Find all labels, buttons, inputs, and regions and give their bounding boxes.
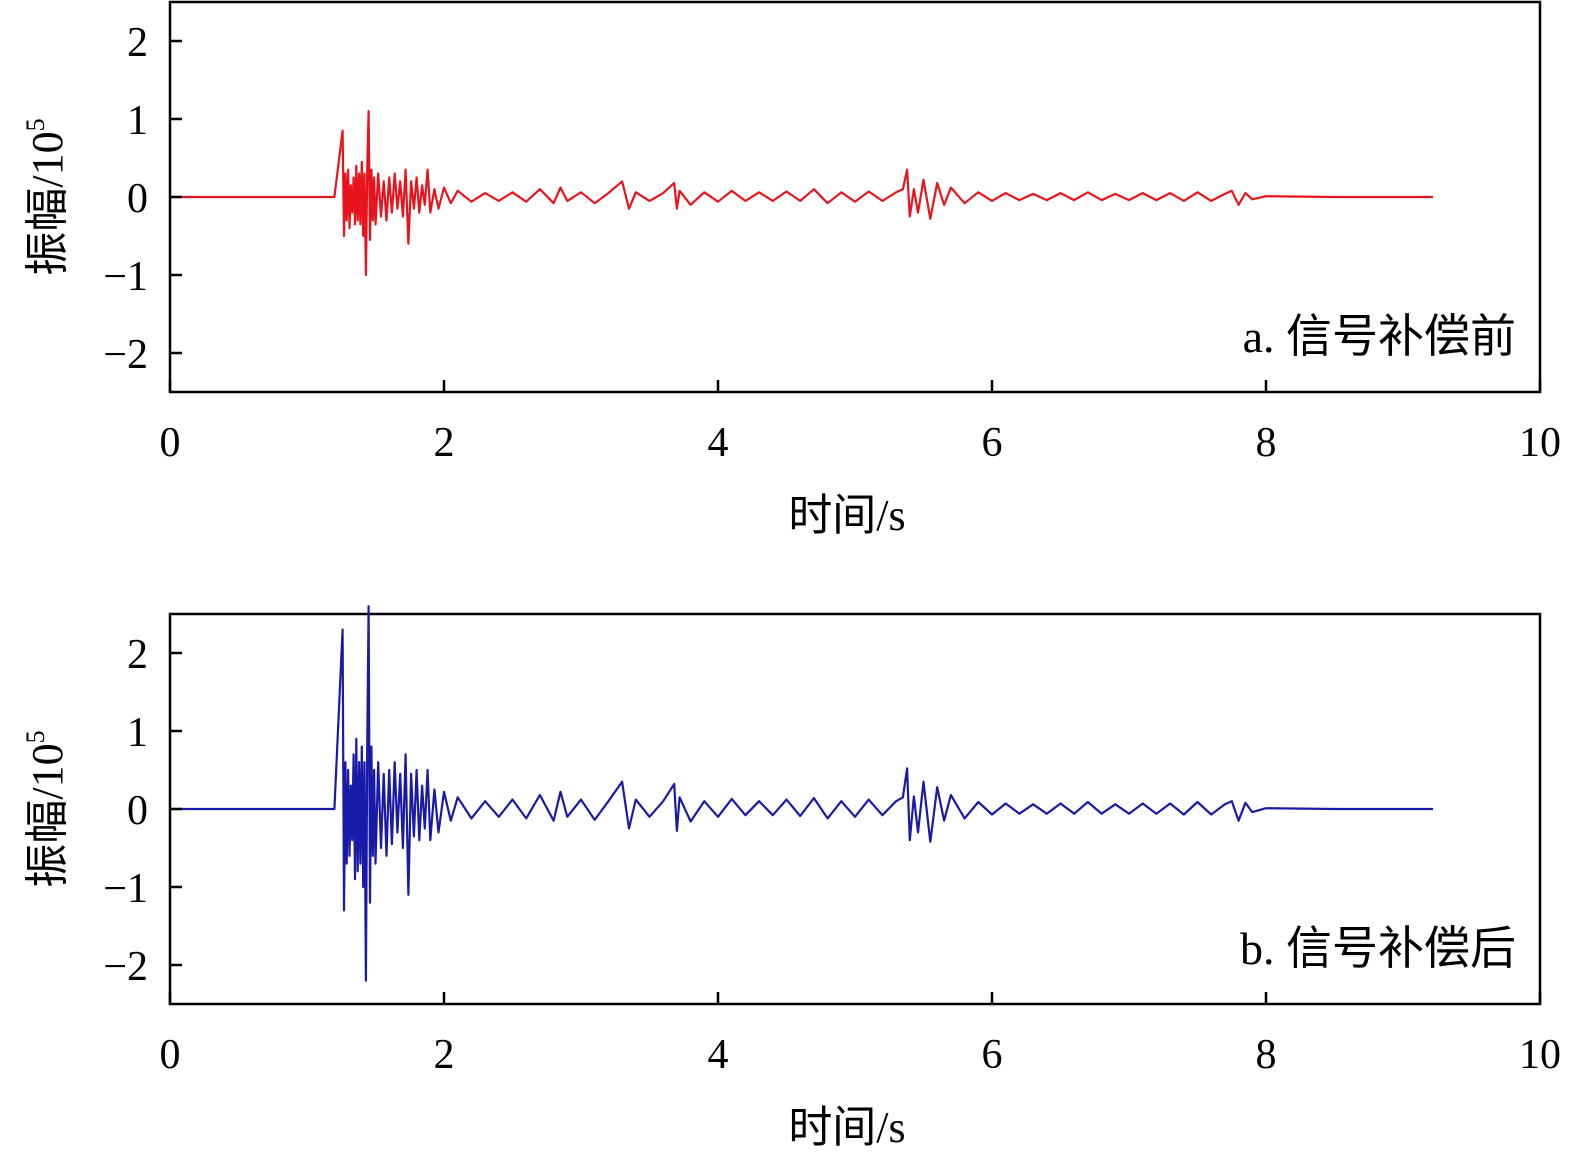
y-axis-title-main: 振幅/10: [23, 743, 72, 887]
y-tick-label: 1: [127, 98, 148, 144]
y-axis-title-exponent: 5: [21, 730, 50, 743]
y-tick-label: −2: [103, 332, 148, 378]
x-tick-label: 8: [1256, 420, 1277, 466]
y-tick-label: 0: [127, 788, 148, 834]
y-tick-label: 2: [127, 20, 148, 66]
x-tick-label: 10: [1519, 1032, 1561, 1078]
series-line: [170, 110, 1434, 277]
y-axis-title: 振幅/105: [21, 118, 72, 275]
x-tick-label: 0: [160, 1032, 181, 1078]
y-tick-label: 2: [127, 632, 148, 678]
x-tick-label: 6: [982, 1032, 1003, 1078]
x-tick-label: 6: [982, 420, 1003, 466]
x-tick-label: 4: [708, 1032, 729, 1078]
y-axis-title-main: 振幅/10: [23, 131, 72, 275]
x-axis-title: 时间/s: [788, 491, 905, 540]
y-tick-label: −1: [103, 254, 148, 300]
x-tick-label: 10: [1519, 420, 1561, 466]
y-tick-label: −1: [103, 866, 148, 912]
y-tick-label: 0: [127, 176, 148, 222]
panel-label: b. 信号补偿后: [1240, 923, 1516, 974]
x-tick-label: 2: [434, 1032, 455, 1078]
y-tick-label: −2: [103, 944, 148, 990]
y-axis-title: 振幅/105: [21, 730, 72, 887]
y-axis-title-exponent: 5: [21, 118, 50, 131]
x-tick-label: 2: [434, 420, 455, 466]
x-tick-label: 4: [708, 420, 729, 466]
x-tick-label: 0: [160, 420, 181, 466]
y-tick-label: 1: [127, 710, 148, 756]
x-axis-title: 时间/s: [788, 1103, 905, 1152]
x-tick-label: 8: [1256, 1032, 1277, 1078]
panel-label: a. 信号补偿前: [1243, 311, 1516, 362]
series-line: [170, 605, 1434, 982]
